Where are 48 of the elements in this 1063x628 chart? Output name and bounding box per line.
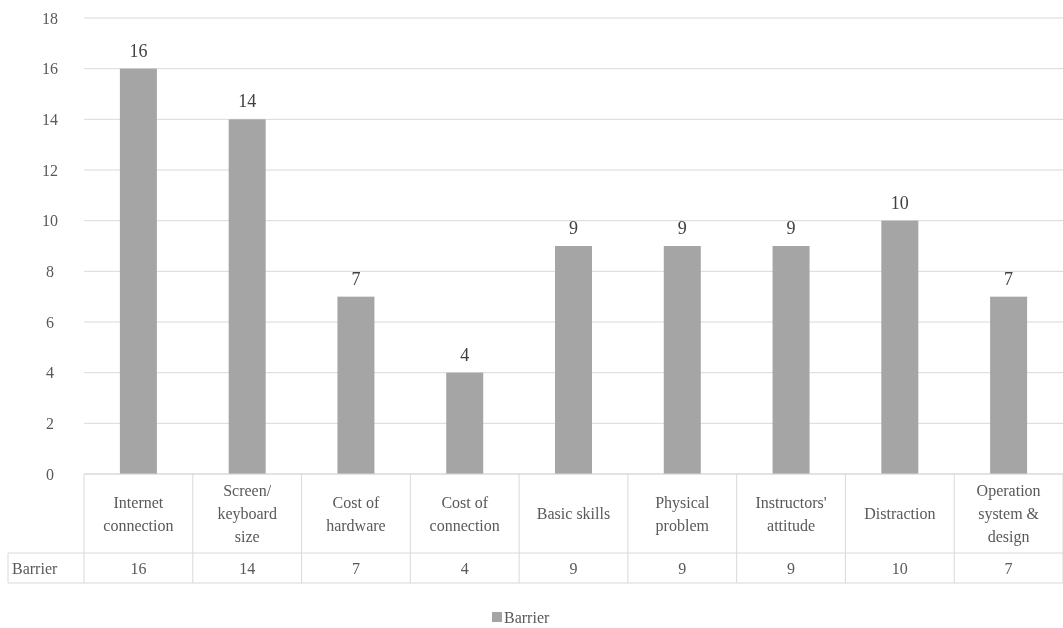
data-label: 16 xyxy=(129,40,148,61)
bar xyxy=(663,246,701,474)
text: 16 xyxy=(130,559,147,577)
text: 14 xyxy=(239,559,256,577)
bar xyxy=(119,68,157,474)
bar xyxy=(990,296,1028,474)
x-tick-label: Distraction xyxy=(864,505,936,523)
x-tick-label: Basic skills xyxy=(536,505,611,523)
bar xyxy=(772,246,810,474)
bar xyxy=(446,372,484,474)
y-tick-label: 16 xyxy=(42,60,58,78)
x-tick-label: Cost of connection xyxy=(429,493,500,534)
data-label: 9 xyxy=(569,218,578,238)
data-label: 7 xyxy=(351,268,361,289)
data-label: 9 xyxy=(677,218,687,238)
y-tick-label: 14 xyxy=(42,110,58,128)
y-tick-label: 4 xyxy=(46,364,54,382)
data-label: 7 xyxy=(1004,268,1014,289)
y-tick-label: 8 xyxy=(46,262,54,280)
data-label: 10 xyxy=(890,192,909,213)
text: 9 xyxy=(787,559,796,577)
data-label: 4 xyxy=(460,344,470,365)
text: Barrier xyxy=(12,559,58,577)
y-tick-label: 2 xyxy=(46,414,54,432)
y-tick-label: 10 xyxy=(42,212,58,230)
text: 9 xyxy=(569,559,578,577)
text: 4 xyxy=(460,559,469,577)
x-tick-label: Internet connection xyxy=(103,493,174,534)
x-tick-label: Operation system & design xyxy=(976,482,1041,547)
text: 7 xyxy=(1004,559,1013,577)
text: 10 xyxy=(891,559,908,577)
text: 7 xyxy=(351,559,360,577)
x-tick-label: Instructors' attitude xyxy=(755,493,827,534)
bar xyxy=(881,220,919,474)
y-tick-label: 12 xyxy=(42,161,58,179)
bar xyxy=(337,296,375,474)
y-tick-label: 6 xyxy=(46,313,54,331)
text: 9 xyxy=(678,559,687,577)
x-tick-label: Screen/keyboard size xyxy=(217,482,277,546)
data-label: 9 xyxy=(786,218,796,238)
x-tick-label: Physical problem xyxy=(655,493,710,535)
y-tick-label: 0 xyxy=(46,465,54,483)
data-label: 14 xyxy=(238,91,257,112)
bar xyxy=(555,246,592,474)
y-tick-label: 18 xyxy=(42,9,58,27)
legend-label: Barrier xyxy=(504,608,550,626)
bar xyxy=(228,119,266,474)
x-tick-label: Cost of hardware xyxy=(326,493,386,534)
